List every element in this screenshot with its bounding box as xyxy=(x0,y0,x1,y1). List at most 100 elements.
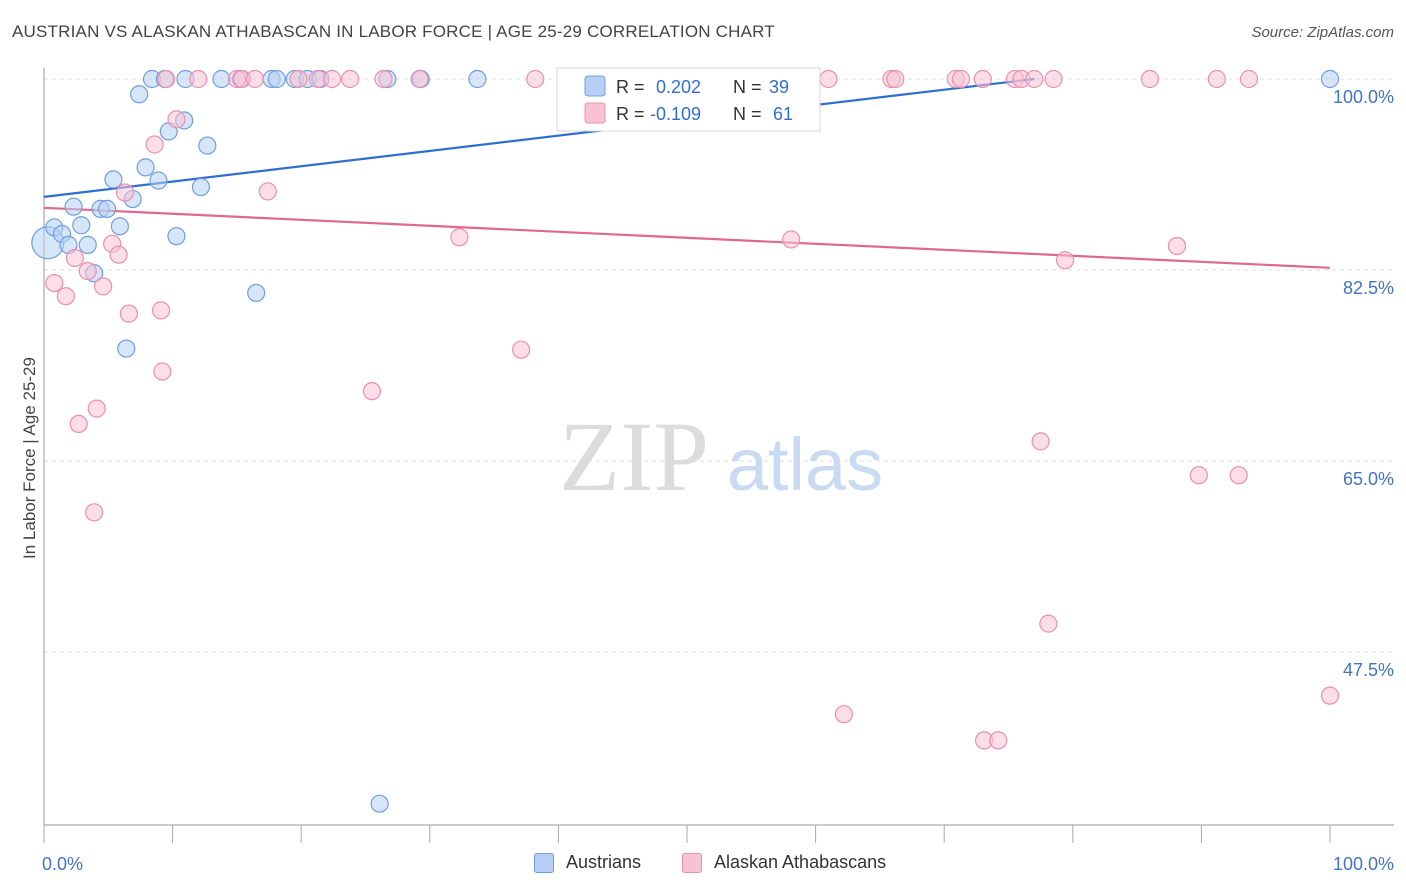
point-austrians-17 xyxy=(149,171,168,190)
series-legend: Austrians Alaskan Athabascans xyxy=(0,852,1406,878)
point-alaskan-38 xyxy=(819,69,838,89)
legend-n-value-2: 61 xyxy=(773,104,793,124)
trend-line-austrians xyxy=(43,77,1035,198)
legend-n-label-1: N = xyxy=(733,77,762,97)
y-tick-label-3: 47.5% xyxy=(1343,660,1394,680)
point-alaskan-52 xyxy=(1044,69,1063,89)
point-alaskan-29 xyxy=(450,228,469,247)
point-austrians-29 xyxy=(267,69,286,89)
legend-n-label-2: N = xyxy=(733,104,762,124)
point-austrians-38 xyxy=(1320,69,1340,89)
point-alaskan-16 xyxy=(167,110,186,129)
point-austrians-11 xyxy=(110,217,129,236)
y-tick-label-0: 100.0% xyxy=(1333,87,1394,107)
point-alaskan-24 xyxy=(322,69,342,89)
point-austrians-9 xyxy=(97,199,117,218)
point-alaskan-10 xyxy=(115,183,135,202)
point-alaskan-44 xyxy=(973,69,992,89)
legend-swatch-alaskan xyxy=(584,102,606,124)
point-alaskan-46 xyxy=(989,731,1008,750)
point-austrians-27 xyxy=(247,283,266,303)
point-alaskan-27 xyxy=(374,69,393,89)
point-alaskan-6 xyxy=(87,399,106,418)
data-points xyxy=(31,69,1340,813)
point-alaskan-11 xyxy=(119,304,138,323)
stats-legend: R = 0.202 N = 39 R = -0.109 N = 61 xyxy=(556,67,821,132)
point-alaskan-20 xyxy=(245,69,265,89)
point-alaskan-49 xyxy=(1025,69,1044,89)
point-alaskan-50 xyxy=(1031,432,1050,451)
axes xyxy=(43,68,1394,843)
y-tick-label-2: 65.0% xyxy=(1343,469,1394,489)
point-alaskan-15 xyxy=(157,69,176,89)
point-alaskan-39 xyxy=(834,705,853,724)
chart-title: AUSTRIAN VS ALASKAN ATHABASCAN IN LABOR … xyxy=(12,22,775,41)
point-alaskan-3 xyxy=(65,248,84,268)
legend-n-value-1: 39 xyxy=(769,77,789,97)
legend-item-austrians: Austrians xyxy=(534,852,641,873)
point-alaskan-2 xyxy=(69,414,88,433)
watermark-atlas: atlas xyxy=(727,423,883,506)
legend-r-value-2: -0.109 xyxy=(650,104,701,124)
point-alaskan-17 xyxy=(189,69,208,89)
point-alaskan-21 xyxy=(258,182,277,201)
point-austrians-6 xyxy=(78,235,97,254)
point-austrians-36 xyxy=(468,69,487,89)
y-tick-labels: 100.0% 82.5% 65.0% 47.5% xyxy=(1333,87,1394,680)
legend-label-austrians: Austrians xyxy=(566,852,642,872)
point-alaskan-28 xyxy=(410,69,429,89)
y-tick-label-1: 82.5% xyxy=(1343,278,1394,298)
point-alaskan-59 xyxy=(1239,69,1259,89)
point-alaskan-53 xyxy=(1055,251,1075,270)
point-alaskan-57 xyxy=(1207,69,1226,89)
point-alaskan-56 xyxy=(1189,466,1208,485)
source-label: Source: ZipAtlas.com xyxy=(1251,24,1394,41)
x-tick-label-1: 100.0% xyxy=(1333,854,1394,874)
point-alaskan-43 xyxy=(951,69,971,89)
point-alaskan-5 xyxy=(85,503,104,522)
point-alaskan-30 xyxy=(512,340,531,359)
watermark-zip: ZIP xyxy=(559,401,709,512)
point-austrians-23 xyxy=(191,177,210,197)
point-alaskan-1 xyxy=(56,287,75,306)
point-alaskan-55 xyxy=(1167,236,1187,256)
point-austrians-20 xyxy=(167,227,186,246)
point-alaskan-51 xyxy=(1039,614,1058,633)
point-alaskan-22 xyxy=(289,69,308,89)
point-alaskan-0 xyxy=(45,273,64,293)
point-alaskan-54 xyxy=(1140,69,1160,89)
x-tick-labels: 0.0% 100.0% xyxy=(42,854,1394,874)
legend-label-alaskan: Alaskan Athabascans xyxy=(714,852,887,872)
trend-line-alaskan xyxy=(43,206,1331,269)
point-austrians-10 xyxy=(104,170,123,189)
point-alaskan-4 xyxy=(78,261,97,281)
legend-r-value-1: 0.202 xyxy=(656,77,701,97)
point-alaskan-26 xyxy=(362,382,382,401)
legend-r-label-2: R = xyxy=(616,104,645,124)
point-austrians-15 xyxy=(136,158,155,177)
legend-item-alaskan: Alaskan Athabascans xyxy=(682,852,886,873)
point-austrians-12 xyxy=(117,339,136,358)
trend-lines xyxy=(43,77,1331,269)
point-alaskan-41 xyxy=(886,69,905,89)
point-alaskan-14 xyxy=(153,362,172,381)
point-austrians-5 xyxy=(72,216,91,235)
point-austrians-14 xyxy=(130,85,149,104)
point-austrians-4 xyxy=(64,197,83,216)
legend-r-label-1: R = xyxy=(616,77,645,97)
point-austrians-24 xyxy=(198,136,217,155)
point-alaskan-31 xyxy=(526,69,545,89)
point-alaskan-12 xyxy=(145,135,164,154)
legend-swatch-alaskan-bottom xyxy=(682,852,702,873)
legend-swatch-austrians xyxy=(584,75,606,97)
x-tick-label-0: 0.0% xyxy=(42,854,83,874)
point-alaskan-58 xyxy=(1229,466,1248,485)
point-alaskan-9 xyxy=(109,245,128,264)
point-alaskan-25 xyxy=(340,69,360,89)
legend-swatch-austrians-bottom xyxy=(534,852,554,873)
point-alaskan-7 xyxy=(94,277,113,296)
point-alaskan-13 xyxy=(151,301,171,320)
point-austrians-25 xyxy=(212,69,231,89)
point-austrians-33 xyxy=(370,794,389,813)
